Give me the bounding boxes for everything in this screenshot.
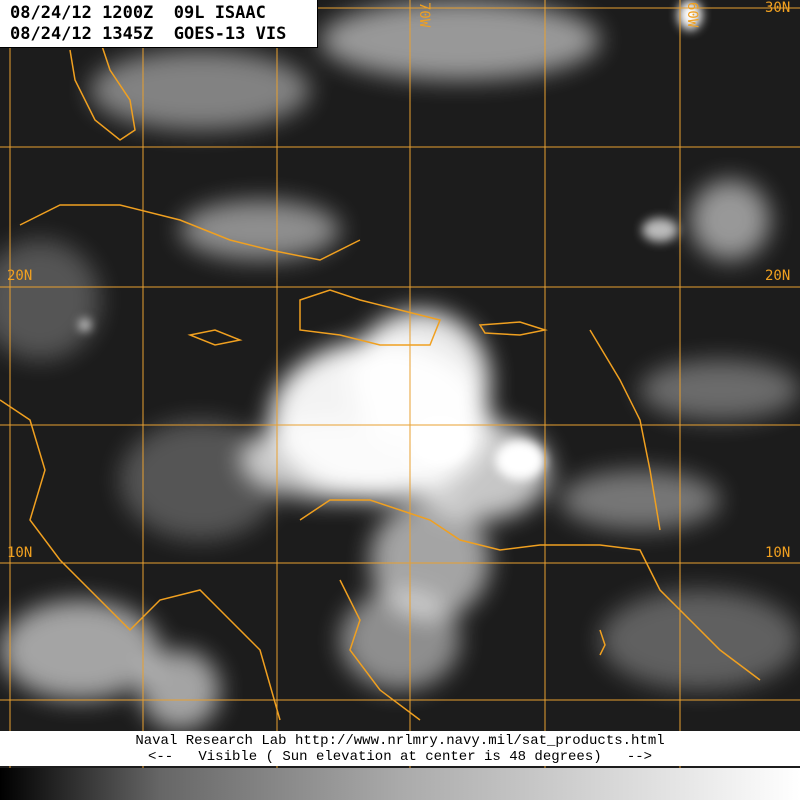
- lon-label-70w: 70W: [416, 2, 432, 28]
- lon-label-60w: 60W: [684, 2, 700, 28]
- satellite-image: [0, 0, 800, 768]
- cloud-cells: [79, 0, 702, 480]
- coastlines: [0, 39, 761, 721]
- header-satellite-line: 08/24/12 1345Z GOES-13 VIS: [10, 24, 287, 44]
- image-footer: Naval Research Lab http://www.nrlmry.nav…: [0, 731, 800, 766]
- header-storm-line: 08/24/12 1200Z 09L ISAAC: [10, 3, 266, 23]
- lat-label-10n-right: 10N: [765, 545, 791, 561]
- lat-label-20n-left: 20N: [7, 268, 33, 284]
- brightness-color-ramp: [0, 768, 800, 800]
- lat-label-20n-right: 20N: [765, 268, 791, 284]
- image-header: 08/24/12 1200Z 09L ISAAC 08/24/12 1345Z G…: [0, 0, 318, 48]
- footer-channel-info: <-- Visible ( Sun elevation at center is…: [147, 749, 653, 765]
- lat-label-10n-left: 10N: [7, 545, 33, 561]
- lat-label-30n-right: 30N: [765, 0, 791, 16]
- footer-source: Naval Research Lab http://www.nrlmry.nav…: [135, 733, 665, 749]
